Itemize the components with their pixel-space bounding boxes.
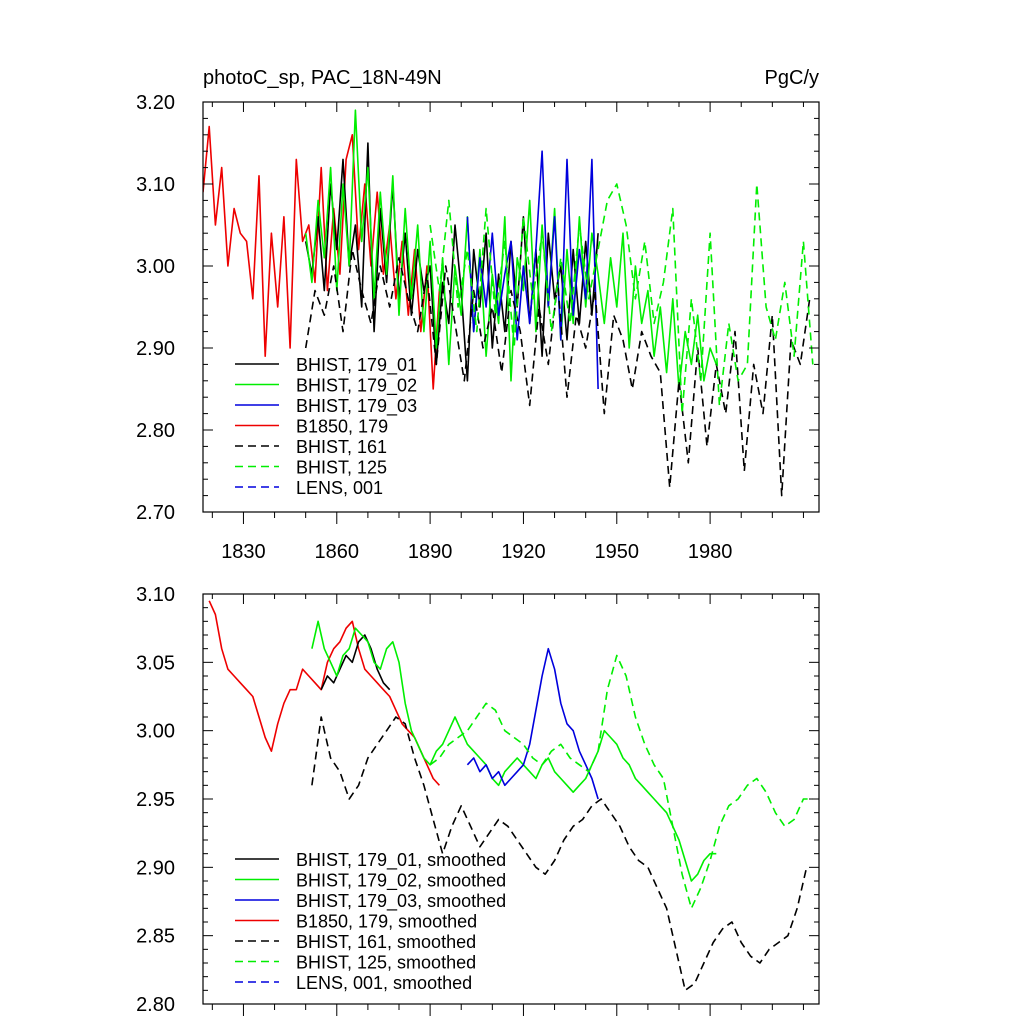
bottom-ytick-label-2: 2.90 (136, 857, 175, 879)
bottom-legend-label-4: BHIST, 161, smoothed (296, 932, 476, 952)
top-ytick-label-0: 2.70 (136, 502, 175, 524)
bottom-legend-label-6: LENS, 001, smoothed (296, 973, 472, 993)
bottom-series-bhist-179-02-smoothed (311, 620, 717, 882)
top-ytick-label-2: 2.90 (136, 338, 175, 360)
bottom-series-bhist-161-smoothed (311, 716, 808, 992)
bottom-legend-label-1: BHIST, 179_02, smoothed (296, 871, 506, 892)
bottom-legend-label-5: BHIST, 125, smoothed (296, 953, 476, 973)
top-title-left: photoC_sp, PAC_18N-49N (203, 67, 442, 89)
top-title-right: PgC/y (765, 67, 819, 89)
top-legend-label-5: BHIST, 125 (296, 458, 387, 478)
bottom-series-bhist-179-01-smoothed (320, 634, 391, 691)
top-xtick-label-5: 1980 (688, 541, 733, 563)
top-ticks: 2.70 2.80 2.90 3.00 3.10 3.20 1830 1860 1890 1920… (136, 92, 819, 563)
top-legend-label-1: BHIST, 179_02 (296, 376, 417, 397)
top-legend-label-0: BHIST, 179_01 (296, 355, 417, 376)
top-series-bhist-161 (304, 248, 811, 497)
bottom-ytick-label-1: 2.85 (136, 926, 175, 948)
bottom-series-b1850-179-smoothed (208, 600, 440, 786)
top-series-bhist-125 (429, 183, 814, 415)
top-ytick-label-5: 3.20 (136, 92, 175, 114)
bottom-legend-label-2: BHIST, 179_03, smoothed (296, 891, 506, 912)
top-legend-label-6: LENS, 001 (296, 478, 383, 498)
top-series-bhist-179-02 (304, 109, 718, 390)
bottom-ytick-label-0: 2.80 (136, 994, 175, 1016)
top-xtick-label-4: 1950 (595, 541, 640, 563)
top-series-bhist-179-03 (466, 150, 599, 390)
bottom-legend-label-3: B1850, 179, smoothed (296, 912, 477, 932)
top-legend-label-2: BHIST, 179_03 (296, 396, 417, 417)
bottom-legend-label-0: BHIST, 179_01, smoothed (296, 850, 506, 871)
top-xtick-label-1: 1860 (315, 541, 360, 563)
top-series-bhist-179-01 (304, 142, 599, 382)
top-xtick-label-3: 1920 (501, 541, 546, 563)
bottom-ytick-label-4: 3.00 (136, 721, 175, 743)
bottom-series-bhist-179-03-smoothed (466, 647, 599, 800)
top-xtick-label-0: 1830 (221, 541, 266, 563)
top-ytick-label-3: 3.00 (136, 256, 175, 278)
bottom-ticks: 2.80 2.85 2.90 2.95 3.00 3.05 3.10 (136, 584, 819, 1016)
bottom-ytick-label-3: 2.95 (136, 789, 175, 811)
top-legend-label-4: BHIST, 161 (296, 437, 387, 457)
bottom-ytick-label-6: 3.10 (136, 584, 175, 606)
bottom-series-bhist-125-smoothed (429, 654, 813, 910)
top-legend-label-3: B1850, 179 (296, 417, 388, 437)
top-xtick-label-2: 1890 (408, 541, 453, 563)
top-ytick-label-4: 3.10 (136, 174, 175, 196)
bottom-ytick-label-5: 3.05 (136, 652, 175, 674)
top-ytick-label-1: 2.80 (136, 420, 175, 442)
top-plot-frame (202, 101, 820, 513)
top-series-group (203, 109, 814, 497)
bottom-series-group (208, 600, 813, 992)
top-panel: photoC_sp, PAC_18N-49N PgC/y BHIST, 179_… (136, 67, 820, 563)
